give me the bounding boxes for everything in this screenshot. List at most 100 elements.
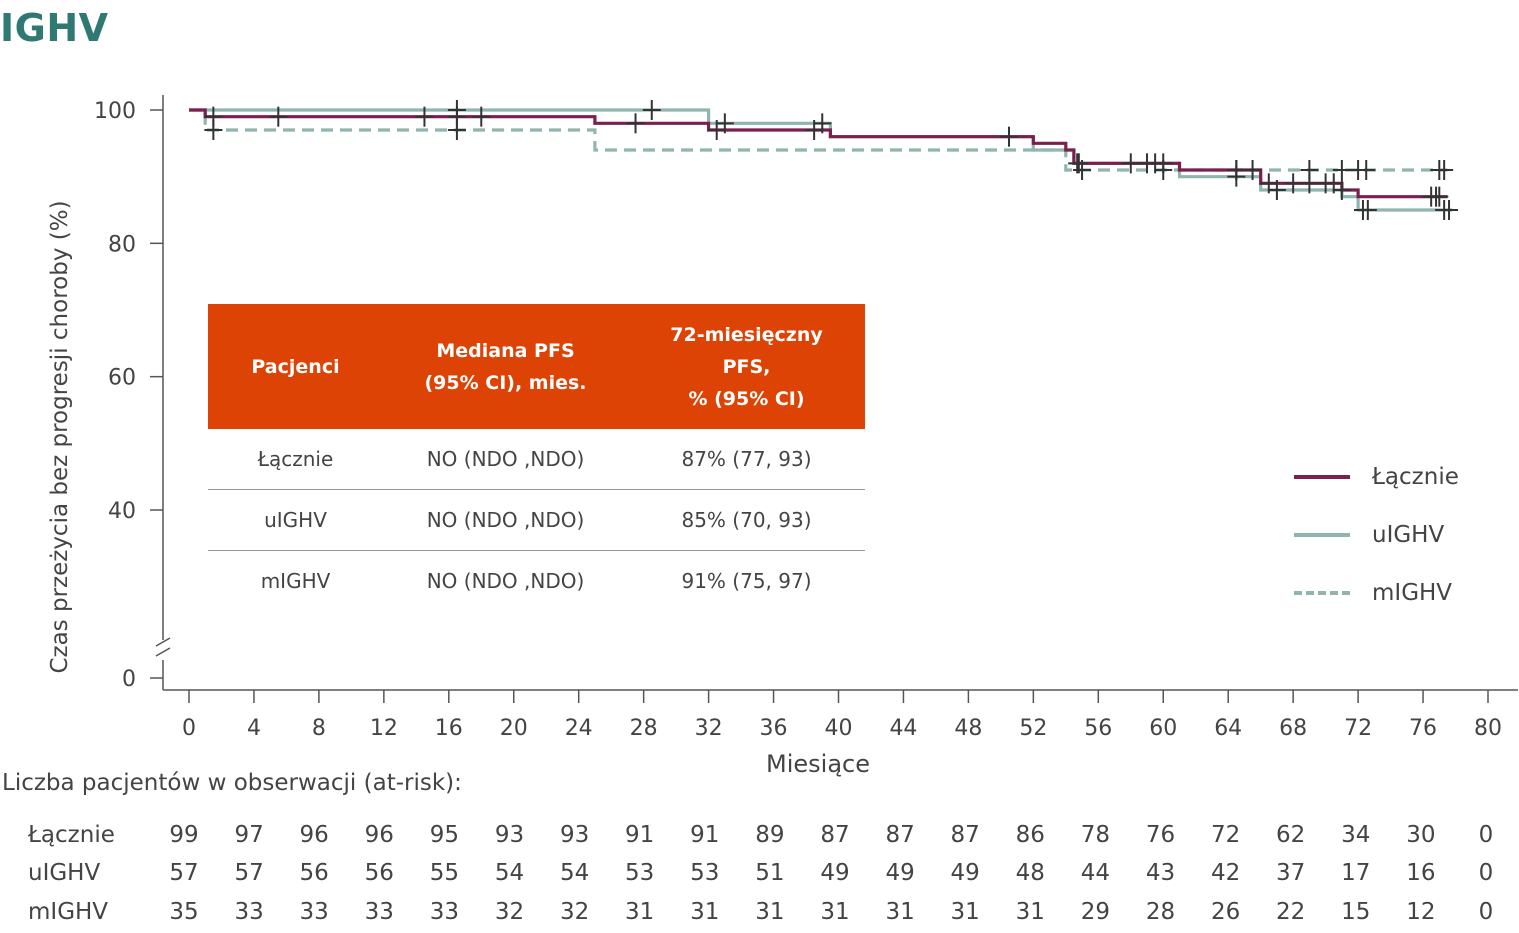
x-tick-label: 0	[182, 716, 196, 741]
at-risk-value: 0	[1478, 899, 1494, 925]
y-tick-label: 0	[122, 667, 136, 692]
at-risk-value: 54	[494, 860, 525, 886]
at-risk-value: 91	[625, 822, 655, 848]
header-72m-pfs: 72-miesięczny PFS, % (95% CI)	[670, 323, 823, 410]
at-risk-value: 32	[494, 899, 525, 925]
at-risk-value: 44	[1080, 860, 1111, 886]
table-row: uIGHV NO (NDO ,NDO) 85% (70, 93)	[208, 490, 865, 551]
x-tick-label: 68	[1279, 716, 1307, 741]
at-risk-value: 76	[1145, 822, 1176, 848]
at-risk-value: 56	[299, 860, 329, 886]
censor-mark	[415, 106, 434, 127]
at-risk-value: 31	[1015, 899, 1045, 925]
cell-median: NO (NDO ,NDO)	[426, 569, 585, 593]
at-risk-value: 49	[820, 860, 850, 886]
legend-label: Łącznie	[1372, 464, 1459, 490]
at-risk-value: 17	[1341, 860, 1371, 886]
x-tick-label: 32	[695, 716, 723, 741]
at-risk-value: 0	[1478, 860, 1494, 886]
at-risk-value: 49	[885, 860, 915, 886]
x-tick-label: 48	[954, 716, 982, 741]
censor-mark	[1243, 160, 1262, 180]
at-risk-value: 56	[364, 860, 394, 886]
legend-item-uighv: uIGHV	[1294, 522, 1444, 548]
table-row: Łącznie NO (NDO ,NDO) 87% (77, 93)	[208, 429, 865, 490]
censor-mark	[1138, 153, 1157, 174]
at-risk-value: 28	[1145, 899, 1176, 925]
at-risk-value: 87	[950, 822, 980, 848]
at-risk-title: Liczba pacjentów w obserwacji (at-risk):	[2, 770, 462, 796]
at-risk-value: 15	[1341, 899, 1371, 925]
y-tick-label: 60	[108, 366, 136, 391]
x-tick-label: 52	[1019, 716, 1047, 741]
x-axis-title: Miesiące	[766, 750, 870, 778]
censor-mark	[204, 106, 223, 127]
at-risk-value: 29	[1080, 899, 1111, 925]
at-risk-value: 62	[1276, 822, 1306, 848]
cell-group: Łącznie	[257, 447, 334, 471]
at-risk-value: 26	[1210, 899, 1241, 925]
legend-label: mIGHV	[1372, 580, 1453, 606]
cell-median: NO (NDO ,NDO)	[426, 508, 585, 532]
at-risk-value: 93	[494, 822, 525, 848]
censor-mark	[1300, 173, 1319, 194]
at-risk-value: 34	[1341, 822, 1371, 848]
x-tick-label: 60	[1149, 716, 1177, 741]
at-risk-value: 53	[690, 860, 720, 886]
censor-mark	[1435, 160, 1454, 180]
x-tick-label: 40	[825, 716, 853, 741]
at-risk-value: 87	[820, 822, 850, 848]
at-risk-value: 72	[1210, 822, 1241, 848]
legend-item-total: Łącznie	[1294, 464, 1459, 490]
at-risk-value: 37	[1276, 860, 1306, 886]
y-tick-label: 80	[108, 232, 136, 257]
series-line-uighv	[189, 108, 1453, 212]
at-risk-value: 33	[234, 899, 264, 925]
at-risk-label: mIGHV	[28, 899, 109, 925]
header-median-pfs: Mediana PFS (95% CI), mies.	[424, 339, 587, 394]
table-row: mIGHV NO (NDO ,NDO) 91% (75, 97)	[208, 551, 865, 611]
legend-line-icon	[1294, 533, 1350, 537]
at-risk-value: 12	[1406, 899, 1436, 925]
at-risk-value: 57	[234, 860, 264, 886]
censor-mark	[1358, 200, 1377, 220]
at-risk-value: 48	[1015, 860, 1045, 886]
at-risk-label: uIGHV	[28, 860, 101, 886]
at-risk-value: 22	[1276, 899, 1306, 925]
at-risk-value: 31	[625, 899, 655, 925]
x-tick-label: 16	[435, 716, 463, 741]
y-tick-label: 100	[94, 99, 136, 124]
y-axis-title: Czas przeżycia bez progresji choroby (%)	[47, 200, 73, 674]
x-tick-label: 80	[1474, 716, 1502, 741]
at-risk-value: 33	[364, 899, 394, 925]
at-risk-value: 95	[429, 822, 460, 848]
series-line-mighv	[189, 108, 1448, 172]
chart-title: IGHV	[0, 6, 109, 50]
at-risk-value: 86	[1015, 822, 1045, 848]
at-risk-value: 0	[1478, 822, 1494, 848]
cell-72m: 91% (75, 97)	[681, 569, 812, 593]
at-risk-value: 32	[559, 899, 590, 925]
at-risk-value: 43	[1145, 860, 1176, 886]
censor-mark	[1430, 186, 1449, 207]
censor-mark	[1332, 160, 1351, 180]
x-tick-label: 20	[500, 716, 528, 741]
x-tick-label: 56	[1084, 716, 1112, 741]
x-tick-label: 8	[312, 716, 326, 741]
header-patients: Pacjenci	[251, 355, 340, 378]
censor-mark	[1332, 180, 1351, 200]
at-risk-value: 78	[1080, 822, 1111, 848]
censor-mark	[707, 120, 726, 140]
axis-break-mark	[155, 637, 171, 647]
cell-median: NO (NDO ,NDO)	[426, 447, 585, 471]
at-risk-value: 97	[234, 822, 264, 848]
at-risk-value: 55	[429, 860, 460, 886]
cell-group: mIGHV	[260, 569, 331, 593]
censor-mark	[1154, 153, 1173, 174]
cell-72m: 85% (70, 93)	[681, 508, 812, 532]
censor-mark	[447, 106, 466, 127]
axis-break-mark	[155, 647, 171, 657]
at-risk-value: 31	[755, 899, 785, 925]
x-tick-label: 44	[889, 716, 917, 741]
